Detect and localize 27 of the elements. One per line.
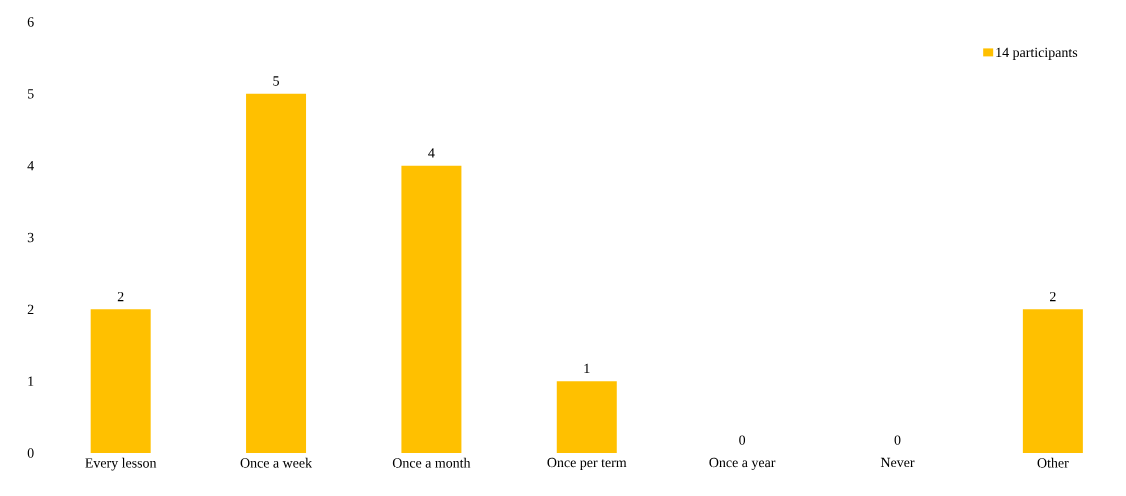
y-tick-label: 0 [27,448,34,458]
y-tick-label: 4 [27,161,34,171]
data-label: 5 [273,76,279,86]
data-label: 2 [1049,291,1056,302]
data-label: 1 [584,363,590,373]
y-tick-label: 5 [27,89,34,99]
y-tick-label: 1 [28,376,34,386]
x-tick-label: Other [1037,457,1069,468]
bar [90,309,151,453]
data-label: 2 [117,291,124,302]
x-tick-label: Never [880,457,915,468]
x-tick-label: Every lesson [85,457,157,471]
legend-label: 14 participants [996,47,1078,60]
x-tick-label: Once a week [240,457,313,468]
x-tick-label: Once per term [547,457,627,471]
x-tick-label: Once a year [709,457,776,471]
bar [1022,309,1083,453]
y-tick-label: 6 [27,17,34,27]
data-label: 4 [428,148,435,158]
y-tick-label: 3 [27,232,34,243]
bar [401,165,462,453]
bar [556,381,617,453]
x-tick-label: Once a month [392,457,471,468]
bar [246,93,307,453]
y-tick-label: 2 [27,304,34,314]
data-label: 0 [894,435,901,445]
data-label: 0 [739,435,746,445]
